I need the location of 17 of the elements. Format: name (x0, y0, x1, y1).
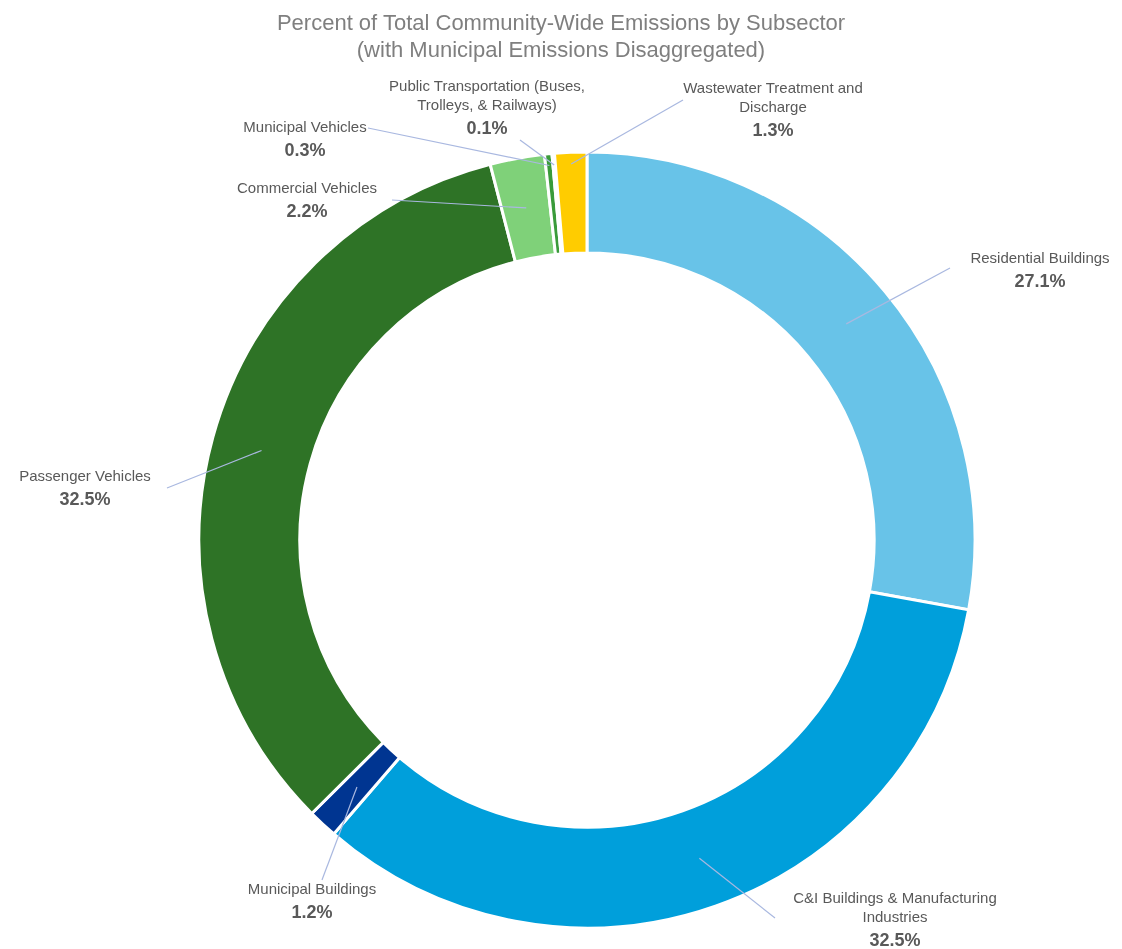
slice-label: Residential Buildings (970, 249, 1110, 266)
slice-label: Public Transportation (Buses, Trolleys, & Railways) (389, 77, 585, 113)
slice-label: Municipal Buildings (247, 880, 377, 897)
slice-label: Commercial Vehicles (236, 179, 378, 196)
data-label: 2.2% (286, 201, 328, 221)
data-label: 1.3% (752, 120, 794, 140)
slice-label: Municipal Vehicles (243, 118, 367, 135)
data-label: 1.2% (291, 902, 333, 922)
data-label: 0.1% (466, 118, 508, 138)
chart-title: Percent of Total Community-Wide Emissions by Subsector (with Municipal Emissions Disaggregated) (276, 10, 846, 62)
data-label: 0.3% (284, 140, 326, 160)
slice-label: C&I Buildings & Manufacturing Industries (793, 889, 997, 925)
data-label: 32.5% (869, 930, 921, 949)
slice-label: Wastewater Treatment and Discharge (683, 79, 863, 115)
data-label: 32.5% (59, 489, 111, 509)
data-label: 27.1% (1014, 271, 1066, 291)
slice-label: Passenger Vehicles (19, 467, 151, 484)
